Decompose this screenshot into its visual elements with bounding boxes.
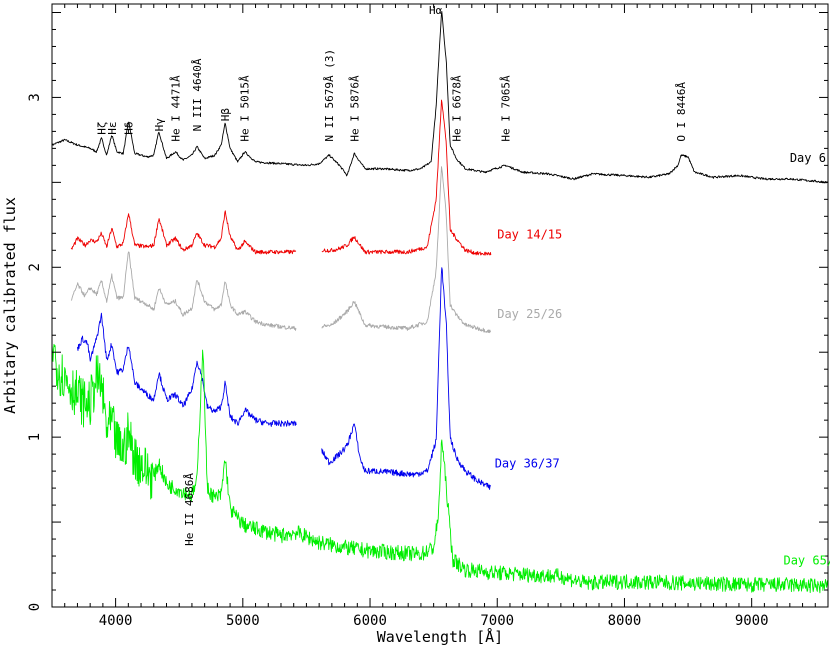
series-label: Day 25/26	[497, 307, 562, 321]
series-line	[76, 267, 492, 490]
x-tick-label: 9000	[735, 613, 769, 629]
line-id-label: He I 7065Å	[500, 75, 513, 142]
x-tick-label: 7000	[480, 613, 514, 629]
series-label: Day 36/37	[495, 457, 560, 471]
series-label: Day 65/66	[783, 554, 830, 568]
ticks-layer	[51, 4, 829, 608]
y-axis-title: Arbitary calibrated flux	[1, 197, 19, 414]
line-id-label: He I 5015Å	[239, 75, 252, 142]
line-id-label: N III 4640Å	[191, 58, 204, 131]
y-tick-label: 1	[27, 433, 43, 441]
series-line	[70, 166, 492, 334]
line-id-label: Hα	[429, 4, 443, 17]
series-layer	[51, 10, 829, 594]
x-tick-label: 5000	[226, 613, 260, 629]
line-id-label: N II 5679Å (3)	[323, 49, 336, 142]
series-line	[70, 99, 492, 256]
line-id-label: He I 6678Å	[450, 75, 463, 142]
line-id-label: He I 5876Å	[348, 75, 361, 142]
line-id-label: Hδ	[123, 122, 136, 135]
he-ii-annotation: He II 4686Å	[183, 473, 196, 546]
series-label: Day 14/15	[497, 227, 562, 241]
line-id-label: Hβ	[219, 108, 232, 122]
line-id-label: He I 4471Å	[170, 75, 183, 142]
y-tick-label: 2	[27, 263, 43, 271]
y-tick-label: 0	[27, 603, 43, 611]
labels-layer: 4000 5000 6000 7000 8000 9000 0 1 2 3 Day 6 Day 14/…	[27, 4, 830, 629]
line-id-label: O I 8446Å	[675, 82, 688, 142]
x-axis-title: Wavelength [Å]	[377, 627, 503, 646]
line-id-label: Hζ	[95, 122, 108, 135]
x-tick-label: 8000	[608, 613, 642, 629]
line-id-label: Hε	[106, 122, 119, 135]
series-line	[51, 343, 829, 594]
x-tick-label: 4000	[99, 613, 133, 629]
series-line	[51, 10, 829, 184]
y-tick-label: 3	[27, 93, 43, 101]
x-tick-label: 6000	[353, 613, 387, 629]
line-id-label: Hγ	[153, 118, 166, 132]
series-label: Day 6	[790, 151, 826, 165]
plot-frame	[51, 3, 829, 608]
